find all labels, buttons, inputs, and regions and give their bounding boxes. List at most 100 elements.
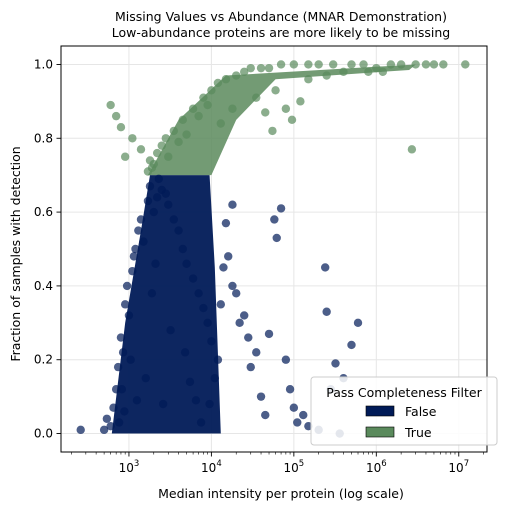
point-true-15 — [203, 100, 212, 110]
point-true-27 — [314, 60, 323, 69]
point-false-69 — [210, 373, 220, 383]
point-false-50 — [276, 204, 286, 213]
point-false-36 — [219, 263, 228, 272]
point-false-4 — [109, 403, 118, 412]
point-false-73 — [185, 377, 195, 387]
x-axis-label: Median intensity per protein (log scale) — [158, 486, 404, 501]
point-false-35 — [213, 355, 223, 364]
point-false-7 — [116, 333, 126, 342]
point-false-18 — [143, 196, 153, 206]
point-false-75 — [166, 326, 175, 335]
point-true-19 — [232, 71, 241, 80]
y-tick-label-0: 0.0 — [34, 427, 53, 441]
point-true-38 — [461, 60, 470, 69]
point-true-31 — [372, 63, 381, 73]
legend-swatch-false — [365, 405, 395, 417]
point-true-22 — [256, 63, 266, 73]
x-tick-label-4: 107 — [448, 459, 469, 475]
point-true-17 — [213, 78, 223, 88]
point-true-7 — [164, 152, 173, 161]
y-tick-label-3: 0.6 — [34, 205, 53, 219]
point-false-65 — [353, 318, 363, 328]
point-false-9 — [120, 300, 130, 309]
point-false-15 — [134, 226, 143, 235]
y-tick-label-5: 1.0 — [34, 57, 53, 71]
true-density-cloud — [147, 64, 416, 176]
point-false-44 — [252, 348, 261, 357]
point-true-51 — [322, 71, 331, 80]
point-false-43 — [246, 362, 255, 372]
point-true-20 — [240, 67, 249, 77]
point-false-74 — [180, 348, 190, 357]
point-false-56 — [304, 421, 313, 431]
point-false-64 — [347, 340, 356, 350]
point-false-70 — [205, 399, 214, 409]
point-false-16 — [136, 215, 146, 224]
point-true-14 — [199, 93, 208, 102]
legend-label-false: False — [405, 404, 437, 419]
point-false-8 — [118, 348, 128, 357]
point-true-11 — [182, 130, 191, 139]
point-true-40 — [106, 100, 115, 110]
point-true-12 — [188, 104, 198, 113]
point-false-12 — [128, 266, 137, 276]
point-false-31 — [194, 289, 203, 298]
point-false-40 — [235, 318, 244, 328]
point-true-10 — [178, 115, 187, 125]
point-false-21 — [152, 193, 162, 202]
x-tick-label-1: 104 — [201, 459, 222, 475]
point-true-59 — [216, 119, 225, 128]
y-axis: 0.0 0.2 0.4 0.6 0.8 1.0 — [34, 57, 61, 441]
point-true-42 — [111, 111, 121, 121]
point-false-53 — [289, 403, 299, 412]
point-false-29 — [182, 259, 191, 268]
point-false-22 — [154, 174, 163, 184]
point-true-57 — [268, 126, 277, 136]
point-false-47 — [264, 329, 274, 339]
x-tick-label-3: 106 — [366, 459, 387, 475]
point-false-6 — [113, 362, 123, 372]
point-true-39 — [407, 145, 417, 154]
point-false-2 — [102, 414, 112, 423]
legend-swatch-true — [365, 426, 395, 438]
chart-title: Missing Values vs Abundance (MNAR Demons… — [115, 9, 447, 24]
legend-title: Pass Completeness Filter — [326, 385, 482, 400]
point-true-6 — [161, 134, 171, 143]
point-false-34 — [207, 337, 216, 346]
y-tick-label-4: 0.8 — [34, 131, 53, 145]
point-false-14 — [131, 244, 140, 254]
point-false-72 — [191, 396, 201, 405]
point-true-9 — [174, 137, 183, 147]
point-false-52 — [285, 385, 295, 394]
point-true-46 — [271, 86, 280, 95]
point-false-79 — [126, 355, 135, 364]
y-tick-label-2: 0.4 — [34, 279, 53, 293]
point-true-23 — [264, 63, 274, 73]
point-true-8 — [169, 126, 178, 136]
point-true-50 — [304, 75, 313, 84]
point-false-10 — [122, 281, 132, 291]
point-false-46 — [261, 410, 270, 420]
point-false-24 — [164, 200, 173, 209]
point-true-49 — [296, 97, 305, 106]
point-false-3 — [106, 421, 115, 431]
point-true-24 — [276, 60, 286, 69]
point-true-3 — [149, 159, 158, 169]
point-false-76 — [158, 399, 168, 409]
x-axis: 103 104 105 106 107 — [71, 452, 484, 475]
point-true-18 — [221, 75, 231, 84]
point-false-54 — [293, 418, 302, 427]
point-false-48 — [270, 215, 279, 224]
point-false-61 — [331, 359, 340, 368]
point-false-58 — [321, 263, 330, 272]
point-true-32 — [386, 60, 396, 69]
point-false-33 — [203, 318, 212, 328]
point-true-25 — [289, 60, 299, 69]
plot-frame — [60, 45, 488, 453]
point-true-56 — [261, 108, 270, 117]
point-false-20 — [149, 207, 158, 217]
legend-label-true: True — [404, 425, 432, 440]
chart-subtitle: Low-abundance proteins are more likely t… — [112, 25, 450, 40]
point-false-83 — [147, 289, 157, 298]
